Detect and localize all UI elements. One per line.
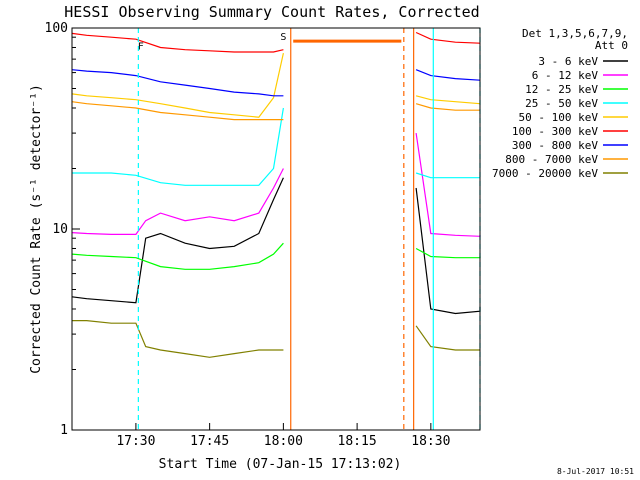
legend-title-1: Att 0: [595, 39, 628, 52]
series-line-3: [415, 172, 480, 179]
series-line-1: [415, 133, 481, 237]
axes: F S 17:30 17:45 18:00 18:15 18:30 1 10 100: [45, 21, 451, 449]
annotation-1: S: [280, 32, 286, 43]
series-line-0: [415, 187, 481, 315]
x-tick-label-4: 18:15: [338, 434, 377, 449]
legend-label-1: 6 - 12 keV: [532, 69, 599, 82]
legend-label-4: 50 - 100 keV: [519, 111, 599, 124]
series-line-0: [71, 177, 284, 304]
x-tick-label-3: 18:00: [264, 434, 303, 449]
legend-label-2: 12 - 25 keV: [525, 83, 598, 96]
annotation-0: F: [138, 42, 144, 53]
series-line-7: [415, 103, 480, 111]
series-line-6: [71, 69, 284, 97]
x-tick-label-5: 18:30: [411, 434, 450, 449]
series-line-2: [71, 242, 284, 270]
legend-label-8: 7000 - 20000 keV: [492, 167, 598, 180]
series-line-2: [415, 247, 481, 259]
series-line-5: [71, 32, 284, 53]
y-tick-label-1: 10: [52, 222, 68, 237]
y-tick-label-2: 100: [45, 21, 68, 36]
series-line-7: [71, 101, 284, 121]
series-line-8: [72, 320, 284, 358]
series-line-5: [415, 31, 481, 44]
legend-label-5: 100 - 300 keV: [512, 125, 598, 138]
series-line-8: [415, 325, 480, 351]
y-tick-label-0: 1: [60, 423, 68, 438]
x-tick-label-2: 17:45: [190, 434, 229, 449]
series-line-1: [71, 168, 284, 235]
x-axis-label: Start Time (07-Jan-15 17:13:02): [159, 457, 402, 472]
vertical-markers: [137, 28, 481, 430]
legend-label-6: 300 - 800 keV: [512, 139, 598, 152]
x-tick-label-1: 17:30: [116, 434, 155, 449]
y-axis-label: Corrected Count Rate (s⁻¹ detector⁻¹): [29, 84, 44, 374]
legend-title-0: Det 1,3,5,6,7,9,: [522, 27, 628, 40]
series-lines: [71, 31, 481, 358]
footer-date: 8-Jul-2017 10:51: [557, 467, 634, 476]
series-line-6: [415, 69, 481, 81]
series-line-4: [415, 95, 481, 105]
legend-label-3: 25 - 50 keV: [525, 97, 598, 110]
legend-label-0: 3 - 6 keV: [538, 55, 598, 68]
series-line-3: [72, 107, 284, 186]
legend-label-7: 800 - 7000 keV: [505, 153, 598, 166]
series-line-4: [71, 52, 284, 118]
chart-title: HESSI Observing Summary Count Rates, Cor…: [64, 3, 479, 21]
